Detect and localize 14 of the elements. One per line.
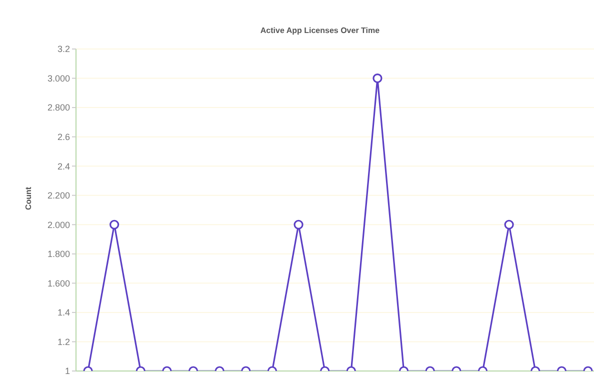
y-tick-label: 2.000	[47, 220, 70, 230]
y-axis-title: Count	[24, 186, 33, 210]
y-tick-label: 1.600	[47, 278, 70, 288]
y-tick-label: 3.2	[57, 44, 70, 54]
y-tick-label: 2.6	[57, 132, 70, 142]
y-tick-label: 1.800	[47, 249, 70, 260]
y-tick-label: 1.4	[57, 308, 70, 318]
chart-title: Active App Licenses Over Time	[259, 26, 381, 35]
y-tick-label: 2.800	[47, 102, 70, 113]
y-tick-label: 3.000	[47, 73, 70, 84]
y-tick-label: 1	[64, 366, 70, 376]
y-tick-label: 1.2	[57, 336, 70, 347]
y-tick-label: 2.4	[57, 161, 70, 172]
y-tick-label: 2.200	[47, 190, 70, 201]
